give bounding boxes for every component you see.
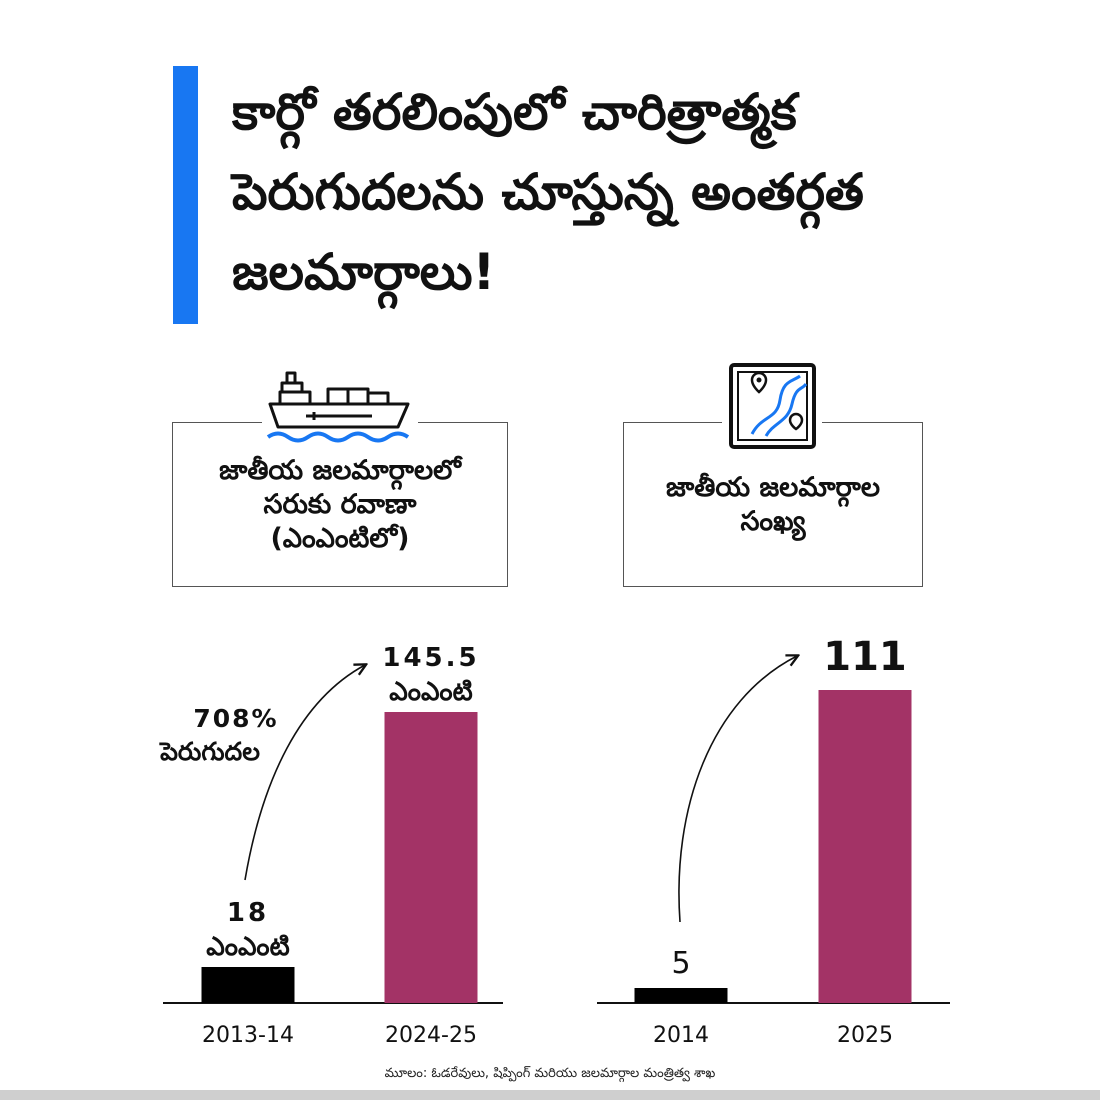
- chart-1-growth-arrow: [678, 656, 797, 923]
- chart-1-value-label-0: 5: [671, 946, 690, 981]
- headline-line-3: జలమార్గాలు!: [232, 243, 496, 301]
- cargo-chart-title-box: జాతీయ జలమార్గాలలో సరుకు రవాణా (ఎంఎంటిలో): [172, 422, 508, 587]
- chart-1-bar-0: [634, 988, 728, 1003]
- source-note: మూలం: ఓడరేవులు, షిప్పింగ్ మరియు జలమార్గా…: [384, 1066, 716, 1081]
- chart-0-unit-label-0: ఎంఎంటి: [206, 932, 289, 962]
- chart-0-bar-0: [201, 967, 295, 1003]
- chart-0-unit-label-1: ఎంఎంటి: [389, 677, 472, 707]
- growth-percent-label: 708%: [193, 704, 278, 733]
- chart-0-value-label-1: 145.5: [382, 643, 479, 673]
- headline: కార్గో తరలింపులో చారిత్రాత్మక పెరుగుదలను…: [232, 72, 1032, 312]
- chart-1-value-label-1: 111: [823, 634, 907, 680]
- chart-1-bar-1: [818, 690, 912, 1003]
- cargo-chart-title: జాతీయ జలమార్గాలలో సరుకు రవాణా (ఎంఎంటిలో): [219, 454, 461, 554]
- chart-1-x-label-0: 2014: [653, 1023, 709, 1048]
- bottom-strip: [0, 1090, 1100, 1100]
- chart-0-growth-arrow: [244, 665, 365, 881]
- accent-bar: [173, 66, 198, 324]
- chart-0-bar-1: [384, 712, 478, 1003]
- chart-0-x-label-0: 2013-14: [202, 1023, 294, 1048]
- chart-0-x-label-1: 2024-25: [385, 1023, 477, 1048]
- headline-line-1: కార్గో తరలింపులో చారిత్రాత్మక: [232, 83, 797, 141]
- chart-1-x-label-1: 2025: [837, 1023, 893, 1048]
- headline-line-2: పెరుగుదలను చూస్తున్న అంతర్గత: [232, 163, 864, 221]
- cargo-ship-icon: [262, 365, 418, 445]
- chart-0-value-label-0: 18: [227, 898, 269, 928]
- waterway-map-icon: [722, 360, 822, 450]
- waterways-chart-title: జాతీయ జలమార్గాల సంఖ్య: [665, 471, 881, 537]
- growth-text-label: పెరుగుదల: [159, 737, 260, 766]
